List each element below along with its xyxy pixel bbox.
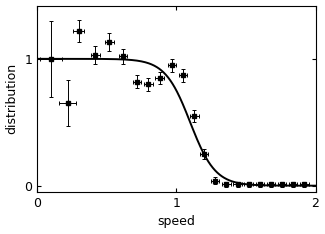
X-axis label: speed: speed — [157, 216, 195, 228]
Y-axis label: distribution: distribution — [6, 63, 19, 134]
